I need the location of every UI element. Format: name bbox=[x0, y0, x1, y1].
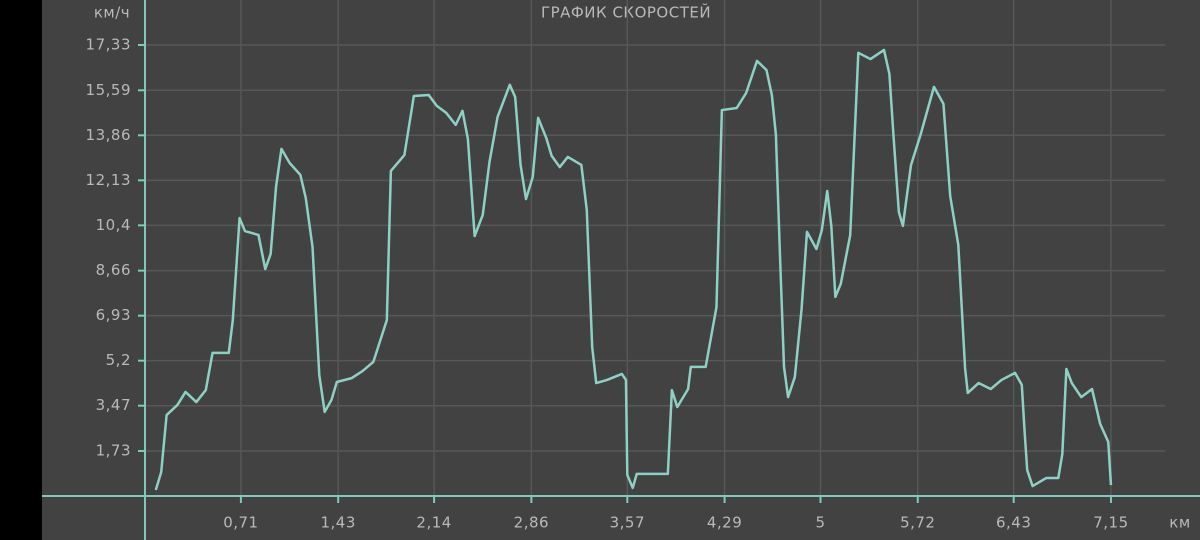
y-tick-label: 12,13 bbox=[86, 171, 131, 189]
y-tick-label: 10,4 bbox=[96, 216, 131, 234]
x-tick-label: 3,57 bbox=[610, 514, 645, 532]
x-tick-label: 2,14 bbox=[416, 514, 451, 532]
y-tick-label: 3,47 bbox=[96, 396, 131, 414]
x-tick-label: 1,43 bbox=[320, 514, 355, 532]
y-tick-label: 5,2 bbox=[106, 351, 131, 369]
x-axis-label: км bbox=[1169, 514, 1190, 532]
y-tick-label: 6,93 bbox=[96, 306, 131, 324]
x-tick-label: 7,15 bbox=[1093, 514, 1128, 532]
x-tick-label: 6,43 bbox=[996, 514, 1031, 532]
x-tick-label: 5,72 bbox=[900, 514, 935, 532]
speed-line bbox=[154, 48, 1113, 491]
y-tick-label: 1,73 bbox=[96, 441, 131, 459]
x-tick-label: 2,86 bbox=[514, 514, 549, 532]
y-tick-label: 13,86 bbox=[86, 126, 131, 144]
y-tick-label: 17,33 bbox=[86, 36, 131, 54]
x-tick-label: 0,71 bbox=[223, 514, 258, 532]
chart-title: ГРАФИК СКОРОСТЕЙ bbox=[541, 3, 711, 22]
y-axis-label: км/ч bbox=[94, 4, 130, 22]
x-tick-label: 4,29 bbox=[707, 514, 742, 532]
y-tick-label: 15,59 bbox=[86, 81, 131, 99]
x-tick-label: 5 bbox=[815, 514, 825, 532]
y-tick-label: 8,66 bbox=[96, 261, 131, 279]
